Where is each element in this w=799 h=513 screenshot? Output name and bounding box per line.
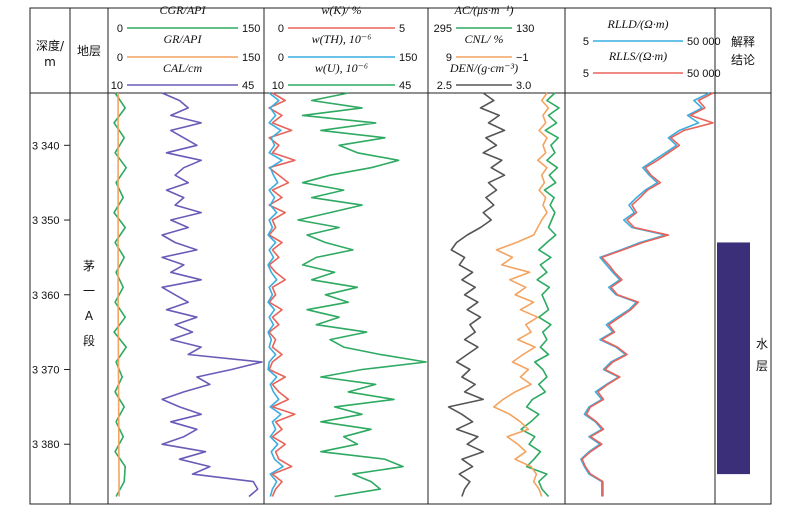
- scale-min-label: 0: [117, 23, 123, 35]
- scale-min-label: 0: [117, 52, 123, 64]
- interpretation-header-line2: 结论: [731, 53, 755, 67]
- outer-border: [29, 7, 772, 505]
- scale-max-label: 130: [516, 23, 534, 35]
- track-scales: CGR/API 0 150 GR/API 0 150 CAL/cm 10 45 w(K)/ % 0 5…: [111, 3, 721, 92]
- scale-label: CAL/cm: [163, 61, 203, 75]
- scale-label: CNL/ %: [464, 32, 503, 46]
- zone-label-char: 水: [756, 337, 768, 351]
- curve-rlls: [581, 92, 714, 497]
- scale-max-label: 150: [399, 52, 417, 64]
- scale-max-label: 45: [399, 80, 411, 92]
- scale-max-label: 150: [242, 23, 260, 35]
- scale-min-label: 0: [278, 52, 284, 64]
- curve-cgr: [113, 92, 127, 497]
- scale-max-label: 150: [242, 52, 260, 64]
- scale-max-label: 3.0: [516, 80, 531, 92]
- scale-min-label: 10: [272, 80, 284, 92]
- curve-den: [447, 92, 506, 497]
- scale-min-label: 295: [434, 23, 452, 35]
- formation-header: 地层: [77, 44, 101, 58]
- interpretation-column: 水层: [717, 242, 768, 475]
- scale-max-label: 50 000: [687, 68, 721, 80]
- curve-gr: [117, 93, 120, 497]
- formation-name-char: 茅: [83, 259, 95, 273]
- interpretation-header-line1: 解释: [731, 35, 755, 49]
- scale-max-label: 50 000: [687, 36, 721, 48]
- formation-name-char: 段: [83, 333, 95, 348]
- curve-cal: [161, 92, 263, 498]
- depth-header-line2: m: [44, 55, 56, 69]
- scale-min-label: 5: [583, 68, 589, 80]
- scale-label: RLLS/(Ω·m): [608, 49, 667, 63]
- scale-label: GR/API: [164, 32, 203, 46]
- scale-label: CGR/API: [160, 3, 207, 17]
- scale-label: w(K)/ %: [321, 3, 361, 17]
- formation-name-char: A: [85, 309, 94, 323]
- curve-ac: [520, 92, 560, 498]
- scale-max-label: 45: [242, 80, 254, 92]
- water-zone-bar: [717, 242, 750, 475]
- scale-min-label: 2.5: [437, 80, 452, 92]
- scale-label: w(U), 10⁻⁶: [315, 61, 368, 75]
- depth-axis: 3 340 3 350 3 360 3 370 3 380: [32, 140, 70, 451]
- scale-min-label: 0: [278, 23, 284, 35]
- scale-min-label: 5: [583, 36, 589, 48]
- depth-tick-label: 3 360: [32, 290, 60, 302]
- scale-max-label: 5: [399, 23, 405, 35]
- formation-name-char: 一: [83, 284, 95, 298]
- frame: [29, 7, 772, 505]
- depth-tick-label: 3 370: [32, 364, 60, 376]
- curve-th: [267, 92, 284, 497]
- scale-min-label: 9: [446, 52, 452, 64]
- log-curves: [113, 92, 714, 498]
- scale-max-label: −1: [516, 52, 529, 64]
- scale-label: w(TH), 10⁻⁶: [312, 32, 372, 46]
- scale-label: DEN/(g·cm⁻³): [449, 61, 518, 75]
- curve-rlld: [580, 92, 710, 497]
- depth-tick-label: 3 380: [32, 439, 60, 451]
- depth-tick-label: 3 350: [32, 215, 60, 227]
- depth-tick-label: 3 340: [32, 140, 60, 152]
- curve-u: [297, 92, 427, 498]
- curve-k: [268, 92, 296, 497]
- scale-label: AC/(μs·m⁻¹): [454, 3, 514, 17]
- curve-cnl: [493, 92, 550, 497]
- scale-min-label: 10: [111, 80, 123, 92]
- depth-header-line1: 深度/: [36, 38, 65, 53]
- scale-label: RLLD/(Ω·m): [606, 17, 668, 31]
- zone-label-char: 层: [756, 359, 768, 373]
